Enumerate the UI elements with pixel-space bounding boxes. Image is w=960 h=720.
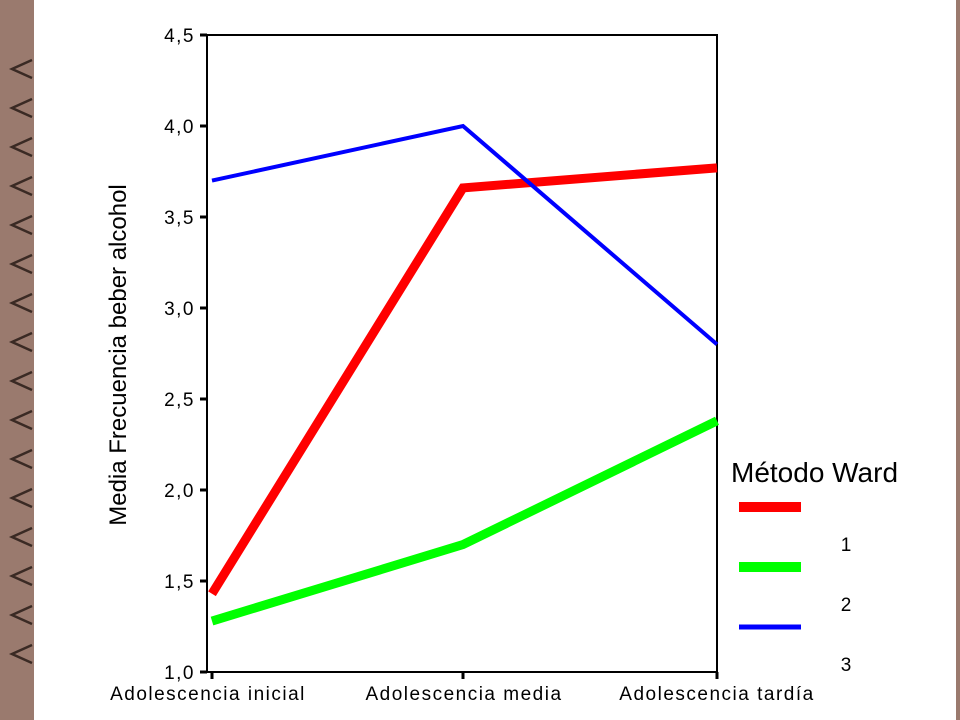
border-chevron-icon [8, 136, 33, 158]
border-chevron-icon [8, 331, 33, 353]
legend: Método Ward 1 2 3 [731, 457, 898, 676]
x-tick-label: Adolescencia inicial [110, 684, 306, 705]
border-chevron-icon [8, 409, 33, 431]
border-chevron-icon [8, 565, 33, 587]
border-chevron-icon [8, 214, 33, 236]
x-tick-label: Adolescencia tardía [619, 684, 814, 705]
border-chevron-icon [8, 175, 33, 197]
series-line-2 [210, 416, 719, 626]
y-tick-label: 2,0 [164, 481, 195, 502]
border-chevron-icon [8, 526, 33, 548]
series-line-3 [211, 123, 719, 346]
border-chevron-icon [8, 643, 33, 665]
y-tick-label: 3,5 [164, 208, 195, 229]
legend-label-2: 2 [841, 595, 852, 616]
slide-right-border [956, 0, 960, 720]
x-tick-label: Adolescencia media [365, 684, 562, 705]
border-chevron-icon [8, 97, 33, 119]
y-tick-label: 1,0 [164, 663, 195, 684]
x-axis: Adolescencia inicial Adolescencia media Ad… [110, 672, 814, 705]
border-chevron-icon [8, 253, 33, 275]
legend-label-1: 1 [841, 535, 852, 556]
border-chevron-icon [8, 58, 33, 80]
y-tick-label: 2,5 [164, 390, 195, 411]
legend-label-3: 3 [841, 655, 852, 676]
y-tick-label: 4,0 [164, 117, 195, 138]
y-tick-label: 4,5 [164, 26, 195, 47]
series-lines [208, 123, 719, 626]
border-chevron-icon [8, 448, 33, 470]
border-chevron-icon [8, 487, 33, 509]
border-chevron-icon [8, 604, 33, 626]
y-axis: 1,0 1,5 2,0 2,5 3,0 3,5 4,0 4,5 [164, 26, 207, 684]
plot-frame [206, 34, 718, 673]
y-axis-label: Media Frecuencia beber alcohol [105, 184, 132, 526]
legend-title: Método Ward [731, 457, 898, 488]
series-line-1 [208, 163, 718, 597]
slide-left-border [0, 0, 34, 720]
y-tick-label: 3,0 [164, 299, 195, 320]
y-tick-label: 1,5 [164, 572, 195, 593]
border-chevron-icon [8, 370, 33, 392]
border-chevron-icon [8, 292, 33, 314]
